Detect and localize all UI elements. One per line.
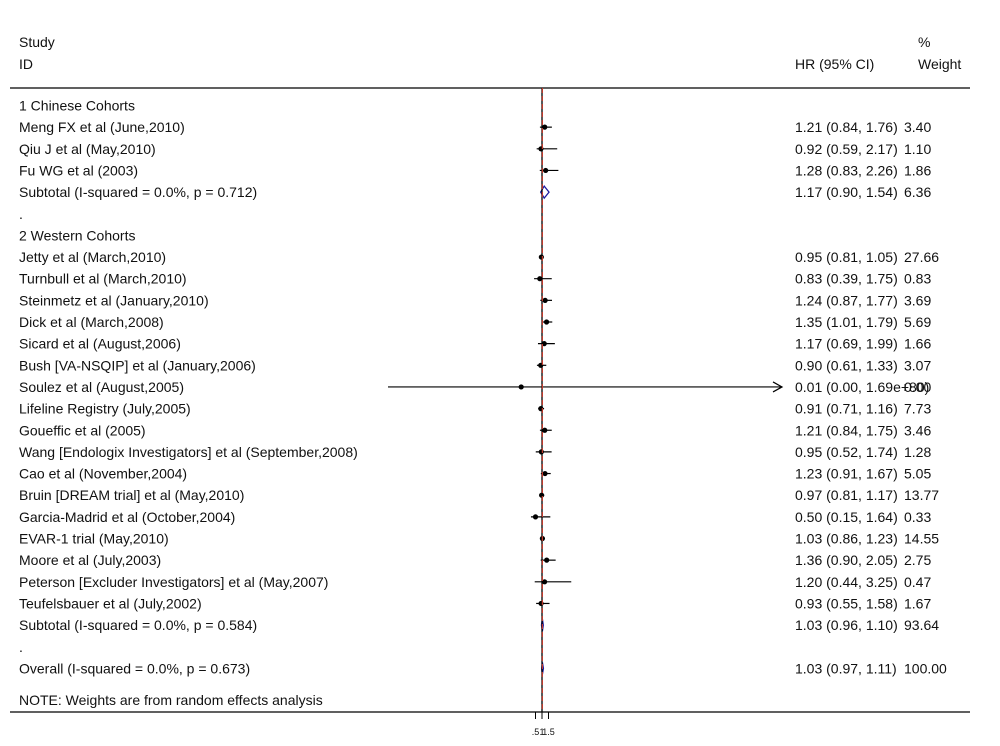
point-estimate <box>543 319 550 325</box>
header-study: Study <box>19 34 55 50</box>
subtotal-estimate: 1.03 (0.96, 1.10) <box>795 617 898 633</box>
study-weight: 14.55 <box>904 531 939 547</box>
overall-weight: 100.00 <box>904 660 947 676</box>
study-label: Dick et al (March,2008) <box>19 314 164 330</box>
subtotal-label: Subtotal (I-squared = 0.0%, p = 0.584) <box>19 617 257 633</box>
study-weight: 3.07 <box>904 357 931 373</box>
study-weight: 0.00 <box>904 379 931 395</box>
point-estimate <box>537 276 543 282</box>
weights-note: NOTE: Weights are from random effects an… <box>19 692 323 708</box>
point-estimate <box>543 167 549 174</box>
study-estimate: 1.36 (0.90, 2.05) <box>795 552 898 568</box>
study-label: Jetty et al (March,2010) <box>19 249 166 265</box>
study-weight: 1.28 <box>904 444 931 460</box>
study-label: Meng FX et al (June,2010) <box>19 119 185 135</box>
axis-tick-label: .5 <box>532 727 540 737</box>
study-label: Soulez et al (August,2005) <box>19 379 184 395</box>
study-weight: 1.66 <box>904 336 931 352</box>
header-weight-percent: % <box>918 34 930 50</box>
study-weight: 1.86 <box>904 162 931 178</box>
study-weight: 0.47 <box>904 574 931 590</box>
study-weight: 5.69 <box>904 314 931 330</box>
study-weight: 3.69 <box>904 292 931 308</box>
study-estimate: 1.17 (0.69, 1.99) <box>795 336 898 352</box>
spacer-label: . <box>19 639 23 655</box>
point-estimate <box>542 470 548 477</box>
study-weight: 1.67 <box>904 595 931 611</box>
study-weight: 0.83 <box>904 271 931 287</box>
study-label: Fu WG et al (2003) <box>19 162 138 178</box>
study-label: Steinmetz et al (January,2010) <box>19 292 209 308</box>
study-weight: 1.10 <box>904 141 931 157</box>
header-id: ID <box>19 56 33 72</box>
study-weight: 2.75 <box>904 552 931 568</box>
study-label: Moore et al (July,2003) <box>19 552 161 568</box>
subtotal-diamond <box>539 184 550 200</box>
subtotal-weight: 6.36 <box>904 184 931 200</box>
study-weight: 3.40 <box>904 119 931 135</box>
study-label: Qiu J et al (May,2010) <box>19 141 156 157</box>
axis-tick-label: 1.5 <box>542 727 555 737</box>
study-weight: 7.73 <box>904 401 931 417</box>
study-estimate: 0.92 (0.59, 2.17) <box>795 141 898 157</box>
study-label: Wang [Endologix Investigators] et al (Se… <box>19 444 358 460</box>
study-weight: 3.46 <box>904 422 931 438</box>
study-label: Turnbull et al (March,2010) <box>19 271 187 287</box>
spacer-label: . <box>19 206 23 222</box>
study-weight: 5.05 <box>904 466 931 482</box>
study-label: Sicard et al (August,2006) <box>19 336 181 352</box>
study-label: EVAR-1 trial (May,2010) <box>19 531 169 547</box>
study-estimate: 0.01 (0.00, 1.69e+80) <box>795 379 929 395</box>
study-estimate: 1.21 (0.84, 1.75) <box>795 422 898 438</box>
overall-label: Overall (I-squared = 0.0%, p = 0.673) <box>19 660 250 676</box>
study-label: Garcia-Madrid et al (October,2004) <box>19 509 235 525</box>
study-label: Bruin [DREAM trial] et al (May,2010) <box>19 487 244 503</box>
point-estimate <box>544 557 550 563</box>
study-label: Peterson [Excluder Investigators] et al … <box>19 574 328 590</box>
study-estimate: 1.35 (1.01, 1.79) <box>795 314 898 330</box>
ci-arrow-right <box>772 381 784 393</box>
study-estimate: 1.03 (0.86, 1.23) <box>795 531 898 547</box>
study-estimate: 0.91 (0.71, 1.16) <box>795 401 898 417</box>
study-label: Teufelsbauer et al (July,2002) <box>19 595 202 611</box>
group-label: 2 Western Cohorts <box>19 227 135 243</box>
study-estimate: 0.95 (0.52, 1.74) <box>795 444 898 460</box>
subtotal-weight: 93.64 <box>904 617 939 633</box>
study-estimate: 0.50 (0.15, 1.64) <box>795 509 898 525</box>
point-estimate <box>542 427 548 433</box>
group-label: 1 Chinese Cohorts <box>19 98 135 114</box>
header-effect: HR (95% CI) <box>795 56 874 72</box>
study-estimate: 1.20 (0.44, 3.25) <box>795 574 898 590</box>
study-estimate: 0.90 (0.61, 1.33) <box>795 357 898 373</box>
study-weight: 0.33 <box>904 509 931 525</box>
point-estimate <box>542 579 548 585</box>
study-weight: 27.66 <box>904 249 939 265</box>
point-estimate <box>542 124 548 130</box>
overall-estimate: 1.03 (0.97, 1.11) <box>795 660 897 676</box>
study-estimate: 1.28 (0.83, 2.26) <box>795 162 898 178</box>
point-estimate <box>542 297 548 303</box>
study-label: Cao et al (November,2004) <box>19 466 187 482</box>
axis-tick-label: 1 <box>539 727 544 737</box>
study-label: Goueffic et al (2005) <box>19 422 146 438</box>
study-estimate: 1.21 (0.84, 1.76) <box>795 119 898 135</box>
point-estimate <box>532 514 539 520</box>
study-estimate: 0.93 (0.55, 1.58) <box>795 595 898 611</box>
study-estimate: 1.23 (0.91, 1.67) <box>795 466 898 482</box>
header-weight: Weight <box>918 56 961 72</box>
study-label: Bush [VA-NSQIP] et al (January,2006) <box>19 357 256 373</box>
study-estimate: 1.24 (0.87, 1.77) <box>795 292 898 308</box>
study-label: Lifeline Registry (July,2005) <box>19 401 191 417</box>
subtotal-estimate: 1.17 (0.90, 1.54) <box>795 184 898 200</box>
study-estimate: 0.97 (0.81, 1.17) <box>795 487 898 503</box>
forest-rows: 1 Chinese Cohorts Meng FX et al (June,201… <box>19 98 947 677</box>
subtotal-label: Subtotal (I-squared = 0.0%, p = 0.712) <box>19 184 257 200</box>
study-weight: 13.77 <box>904 487 939 503</box>
point-estimate <box>518 384 524 390</box>
study-estimate: 0.83 (0.39, 1.75) <box>795 271 898 287</box>
study-estimate: 0.95 (0.81, 1.05) <box>795 249 898 265</box>
